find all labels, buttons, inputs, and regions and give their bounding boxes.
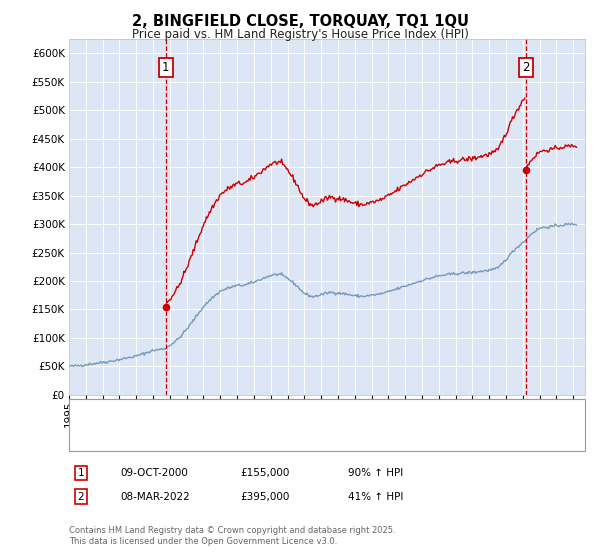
Text: 1: 1 [77,468,85,478]
Text: 08-MAR-2022: 08-MAR-2022 [120,492,190,502]
Text: 2: 2 [522,61,529,74]
Text: Price paid vs. HM Land Registry's House Price Index (HPI): Price paid vs. HM Land Registry's House … [131,28,469,41]
Text: 09-OCT-2000: 09-OCT-2000 [120,468,188,478]
Text: 1: 1 [162,61,169,74]
Text: Contains HM Land Registry data © Crown copyright and database right 2025.
This d: Contains HM Land Registry data © Crown c… [69,526,395,546]
Text: —: — [80,406,95,421]
Text: —: — [80,431,95,445]
Text: 41% ↑ HPI: 41% ↑ HPI [348,492,403,502]
Text: 90% ↑ HPI: 90% ↑ HPI [348,468,403,478]
Text: 2, BINGFIELD CLOSE, TORQUAY, TQ1 1QU (semi-detached house): 2, BINGFIELD CLOSE, TORQUAY, TQ1 1QU (se… [102,409,427,419]
Text: 2: 2 [77,492,85,502]
Text: HPI: Average price, semi-detached house, Torbay: HPI: Average price, semi-detached house,… [102,433,347,443]
Text: £395,000: £395,000 [240,492,289,502]
Text: £155,000: £155,000 [240,468,289,478]
Text: 2, BINGFIELD CLOSE, TORQUAY, TQ1 1QU: 2, BINGFIELD CLOSE, TORQUAY, TQ1 1QU [131,14,469,29]
